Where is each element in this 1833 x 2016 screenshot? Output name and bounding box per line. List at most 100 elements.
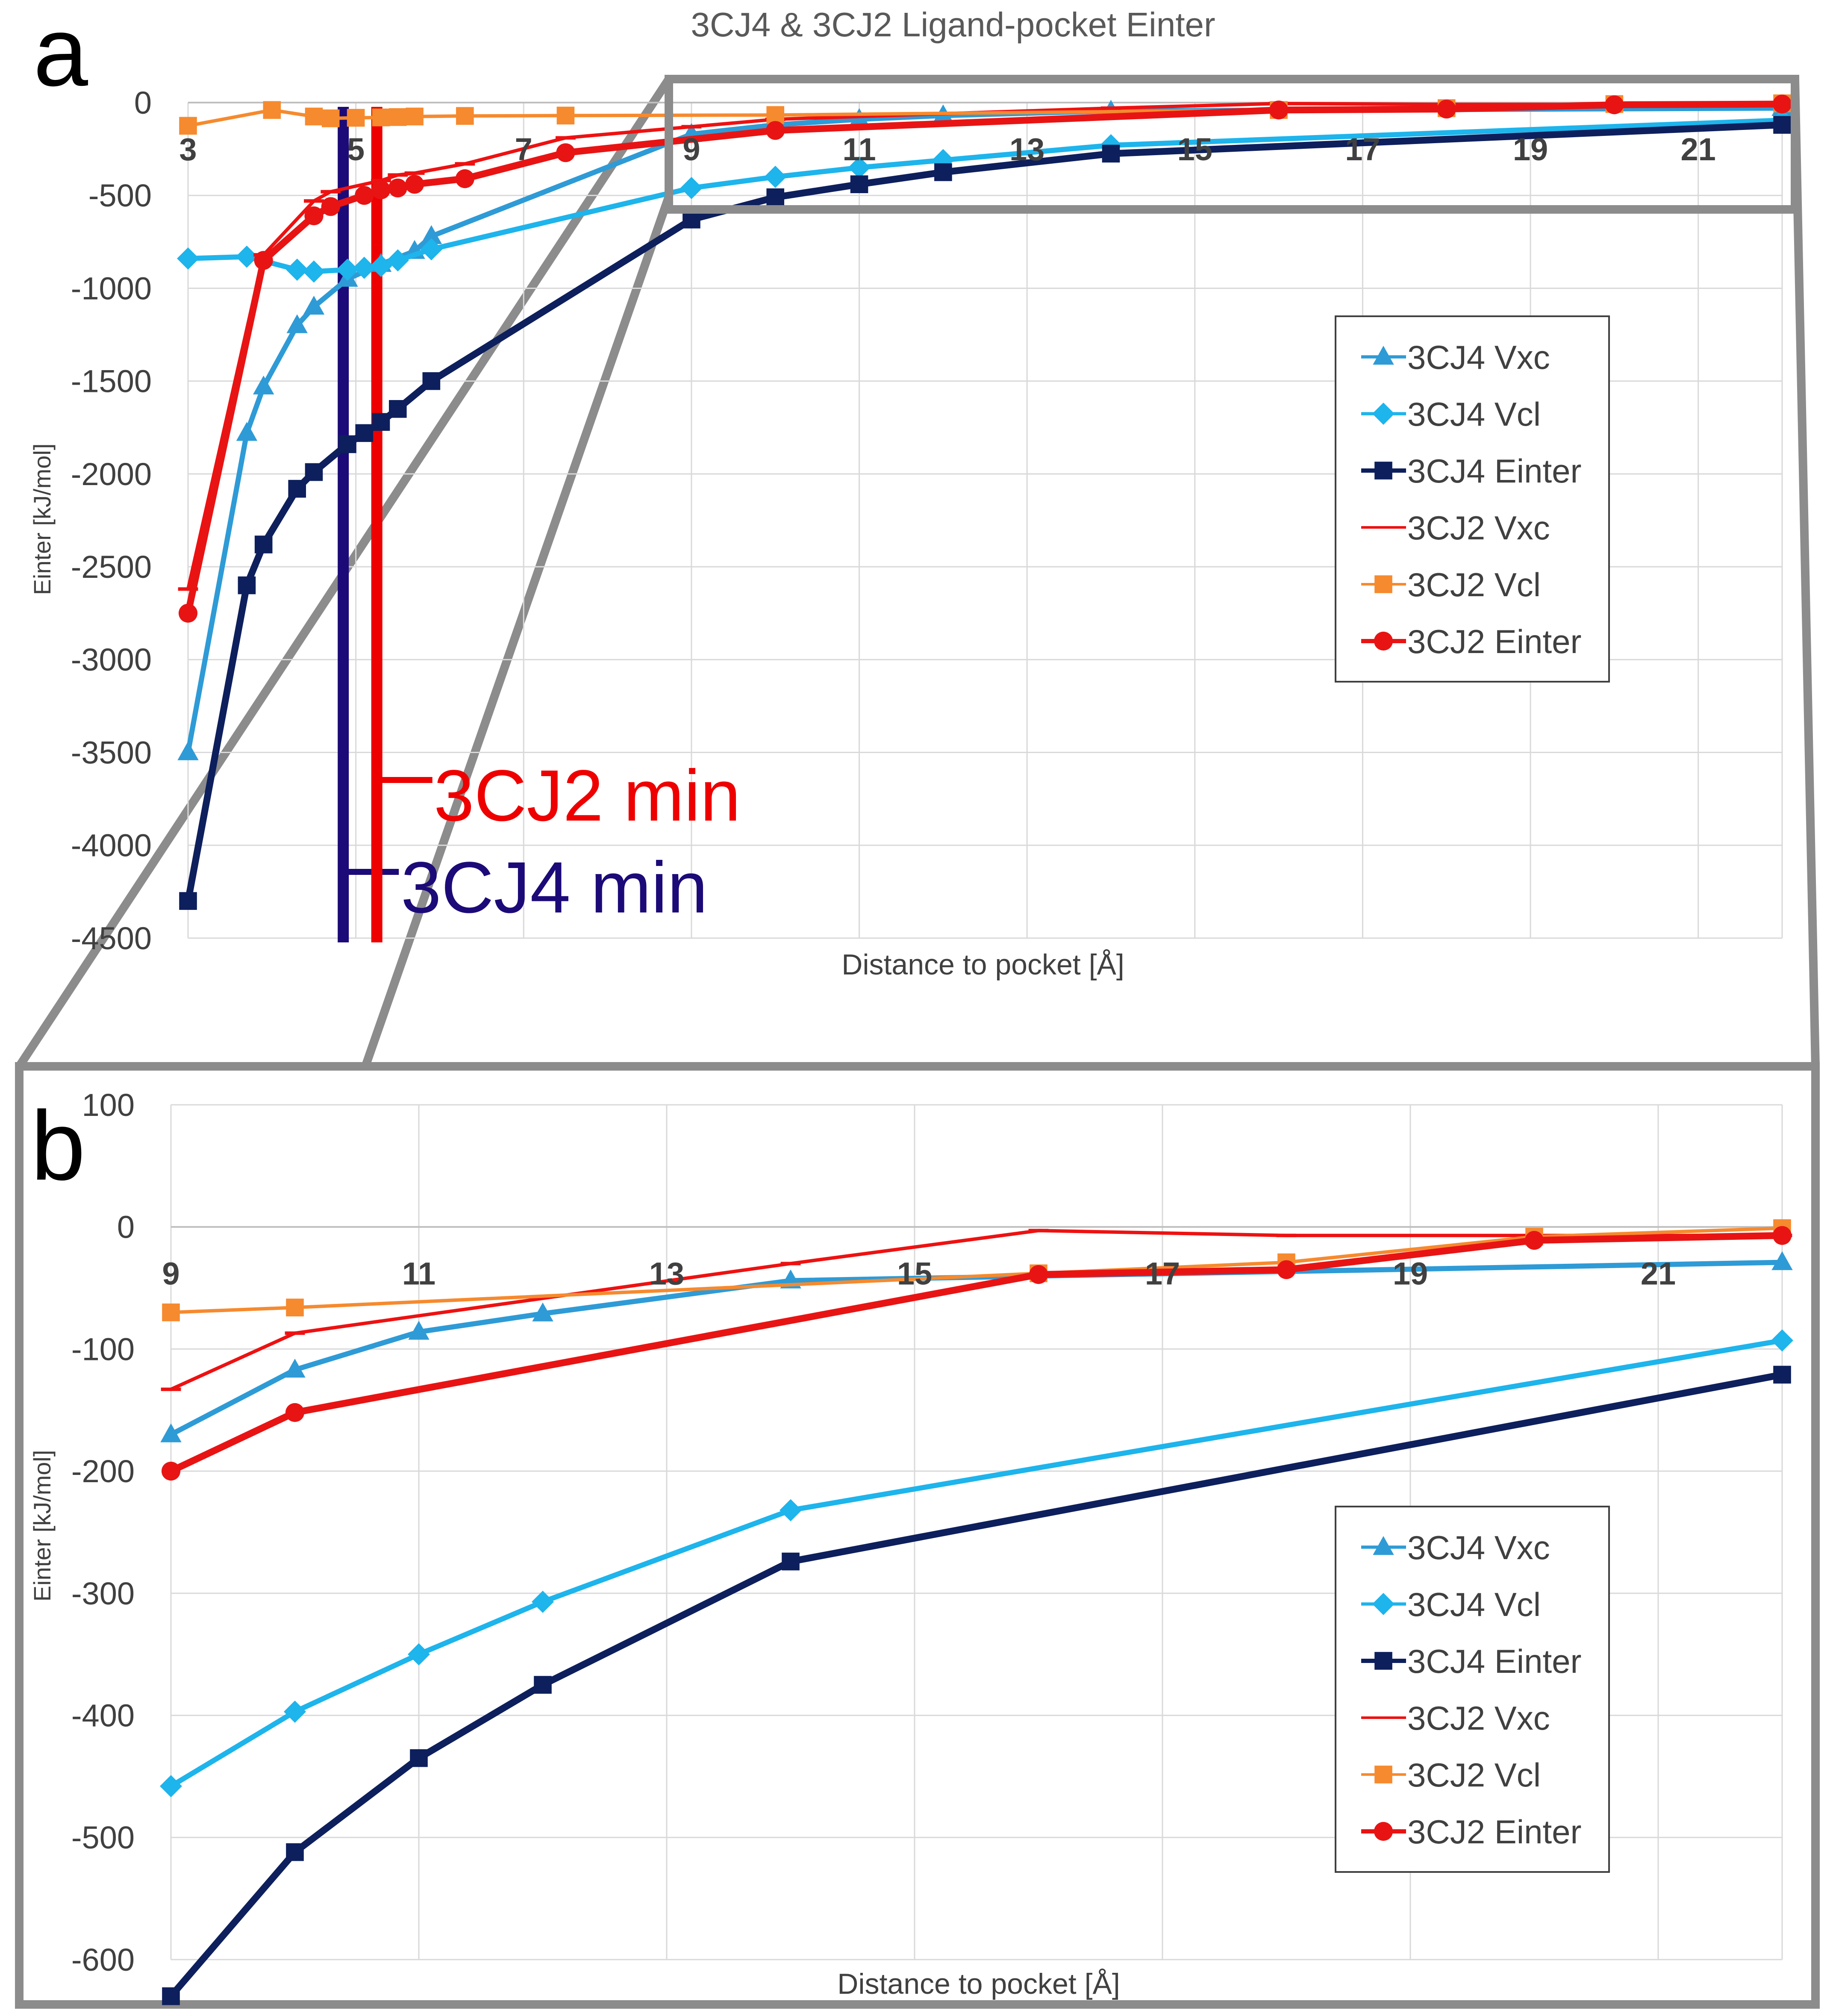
- a-legend-label: 3CJ2 Vcl: [1407, 566, 1541, 603]
- chart-title: 3CJ4 & 3CJ2 Ligand-pocket Einter: [691, 6, 1215, 44]
- b-point-3cj2-einter: [1277, 1260, 1296, 1279]
- a-point-3cj4-vcl: [353, 256, 376, 279]
- a-point-3cj2-einter: [355, 186, 374, 205]
- a-point-3cj4-einter: [850, 175, 868, 193]
- a-x-tick-label: 13: [1009, 132, 1044, 167]
- b-point-3cj2-vcl: [162, 1303, 180, 1321]
- a-point-3cj2-einter: [254, 251, 273, 270]
- b-point-3cj2-einter: [161, 1462, 181, 1481]
- a-legend-label: 3CJ2 Vxc: [1407, 509, 1550, 547]
- a-x-tick-label: 9: [683, 132, 700, 167]
- b-point-3cj2-vcl: [286, 1298, 304, 1317]
- b-y-tick-label: -600: [71, 1942, 135, 1978]
- b-point-3cj4-vxc: [284, 1359, 306, 1378]
- a-point-3cj2-vcl: [456, 107, 474, 125]
- a-point-3cj4-vcl: [764, 165, 787, 188]
- a-point-3cj2-einter: [1605, 95, 1624, 115]
- 3cj2-min-annotation: 3CJ2 min: [434, 755, 741, 836]
- a-point-3cj2-einter: [304, 206, 324, 226]
- a-point-3cj4-vxc: [177, 741, 199, 760]
- b-point-3cj4-einter: [782, 1552, 800, 1571]
- b-legend-item: 3CJ2 Einter: [1361, 1813, 1582, 1851]
- a-y-tick-label: -4000: [71, 828, 152, 863]
- b-legend-item: 3CJ2 Vxc: [1361, 1699, 1550, 1737]
- a-point-3cj4-vcl: [303, 260, 325, 283]
- a-point-3cj2-einter: [1269, 100, 1289, 120]
- a-x-tick-label: 17: [1345, 132, 1380, 167]
- a-point-3cj2-vcl: [556, 106, 575, 125]
- a-point-3cj4-vxc: [303, 295, 325, 315]
- panel-a-x-axis-label: Distance to pocket [Å]: [841, 948, 1124, 981]
- b-point-3cj4-einter: [410, 1749, 428, 1767]
- panel-b-y-axis-label: Einter [kJ/mol]: [29, 1450, 56, 1602]
- b-point-3cj4-vcl: [532, 1590, 554, 1613]
- a-point-3cj4-vxc: [421, 225, 442, 244]
- a-point-3cj4-vxc: [253, 375, 274, 394]
- b-point-3cj4-vxc: [532, 1302, 553, 1321]
- a-point-3cj4-vxc: [286, 314, 308, 333]
- b-series-3cj4-vcl: [160, 1329, 1793, 1798]
- a-y-tick-label: -1000: [71, 271, 152, 306]
- panel-a: 3 5 7 9 11 13 15 17 19 21 0 -500 -1000 -1500 -2000 -25…: [29, 0, 1793, 981]
- b-legend-box: [1335, 1506, 1610, 1873]
- a-legend-label: 3CJ2 Einter: [1407, 623, 1582, 660]
- a-series-3cj2-einter: [178, 94, 1792, 623]
- panel-a-series: [177, 94, 1793, 910]
- b-y-tick-label: -300: [71, 1576, 135, 1611]
- a-point-3cj4-einter: [372, 413, 390, 431]
- a-point-3cj4-einter: [355, 424, 374, 442]
- a-point-3cj2-einter: [405, 175, 424, 194]
- a-legend-swatch-marker: [1374, 631, 1393, 651]
- a-legend-label: 3CJ4 Vcl: [1407, 395, 1541, 433]
- b-point-3cj4-vxc: [408, 1321, 430, 1340]
- b-series-3cj4-einter: [162, 1366, 1791, 2005]
- b-legend-label: 3CJ2 Vcl: [1407, 1756, 1541, 1794]
- a-point-3cj2-vcl: [372, 108, 390, 127]
- a-series-3cj4-einter: [179, 116, 1791, 910]
- b-legend-label: 3CJ2 Einter: [1407, 1813, 1582, 1851]
- b-x-tick-label: 13: [649, 1256, 684, 1292]
- b-legend-label: 3CJ4 Einter: [1407, 1642, 1582, 1680]
- a-point-3cj2-einter: [1437, 100, 1456, 119]
- a-point-3cj2-vcl: [406, 107, 424, 126]
- b-x-tick-label: 9: [162, 1256, 179, 1292]
- a-legend-item: 3CJ4 Vcl: [1361, 395, 1541, 433]
- b-line-3cj4-vcl: [168, 1338, 1785, 1789]
- a-point-3cj4-vxc: [236, 422, 258, 441]
- a-point-3cj4-vcl: [680, 177, 703, 199]
- b-legend-swatch-marker: [1374, 1652, 1392, 1670]
- panel-a-y-axis-label: Einter [kJ/mol]: [29, 444, 56, 595]
- a-point-3cj4-vcl: [177, 247, 199, 270]
- b-legend-item: 3CJ4 Einter: [1361, 1642, 1582, 1680]
- a-point-3cj4-einter: [254, 536, 273, 553]
- a-point-3cj2-vcl: [321, 109, 340, 127]
- a-point-3cj2-einter: [388, 178, 407, 197]
- b-legend-item: 3CJ2 Vcl: [1361, 1756, 1541, 1794]
- a-legend-label: 3CJ4 Einter: [1407, 452, 1582, 490]
- a-point-3cj4-einter: [305, 463, 323, 481]
- panel-b-legend: 3CJ4 Vxc 3CJ4 Vcl 3CJ4 Einter 3CJ2 Vxc 3CJ2 …: [1335, 1506, 1610, 1873]
- a-y-tick-label: -500: [88, 178, 152, 213]
- zoom-source-rect: [665, 75, 1799, 214]
- a-point-3cj4-vcl: [848, 156, 871, 179]
- b-point-3cj4-einter: [534, 1676, 552, 1694]
- 3cj4-min-annotation: 3CJ4 min: [401, 847, 708, 928]
- panel-a-min-markers: [338, 107, 433, 942]
- a-point-3cj4-einter: [934, 163, 952, 181]
- b-legend-label: 3CJ2 Vxc: [1407, 1699, 1550, 1737]
- b-y-tick-label: 100: [82, 1087, 135, 1123]
- b-line-3cj2-vxc: [169, 1229, 1784, 1391]
- a-point-3cj4-vcl: [235, 245, 258, 268]
- a-legend-item: 3CJ2 Vcl: [1361, 566, 1541, 603]
- b-legend-swatch-marker: [1374, 1766, 1392, 1783]
- a-point-3cj4-vcl: [370, 255, 392, 277]
- a-y-tick-label: -4500: [71, 921, 152, 956]
- b-y-tick-label: -500: [71, 1820, 135, 1855]
- panel-b: 9 11 13 15 17 19 21 100 0 -100 -200 -300 -400 -500 -6…: [15, 1062, 1820, 2009]
- a-legend-swatch-marker: [1374, 462, 1392, 480]
- b-legend-swatch-marker: [1374, 1822, 1393, 1841]
- b-line-3cj2-vcl: [169, 1226, 1784, 1314]
- b-point-3cj4-vxc: [1771, 1251, 1793, 1270]
- a-point-3cj2-vcl: [305, 107, 323, 126]
